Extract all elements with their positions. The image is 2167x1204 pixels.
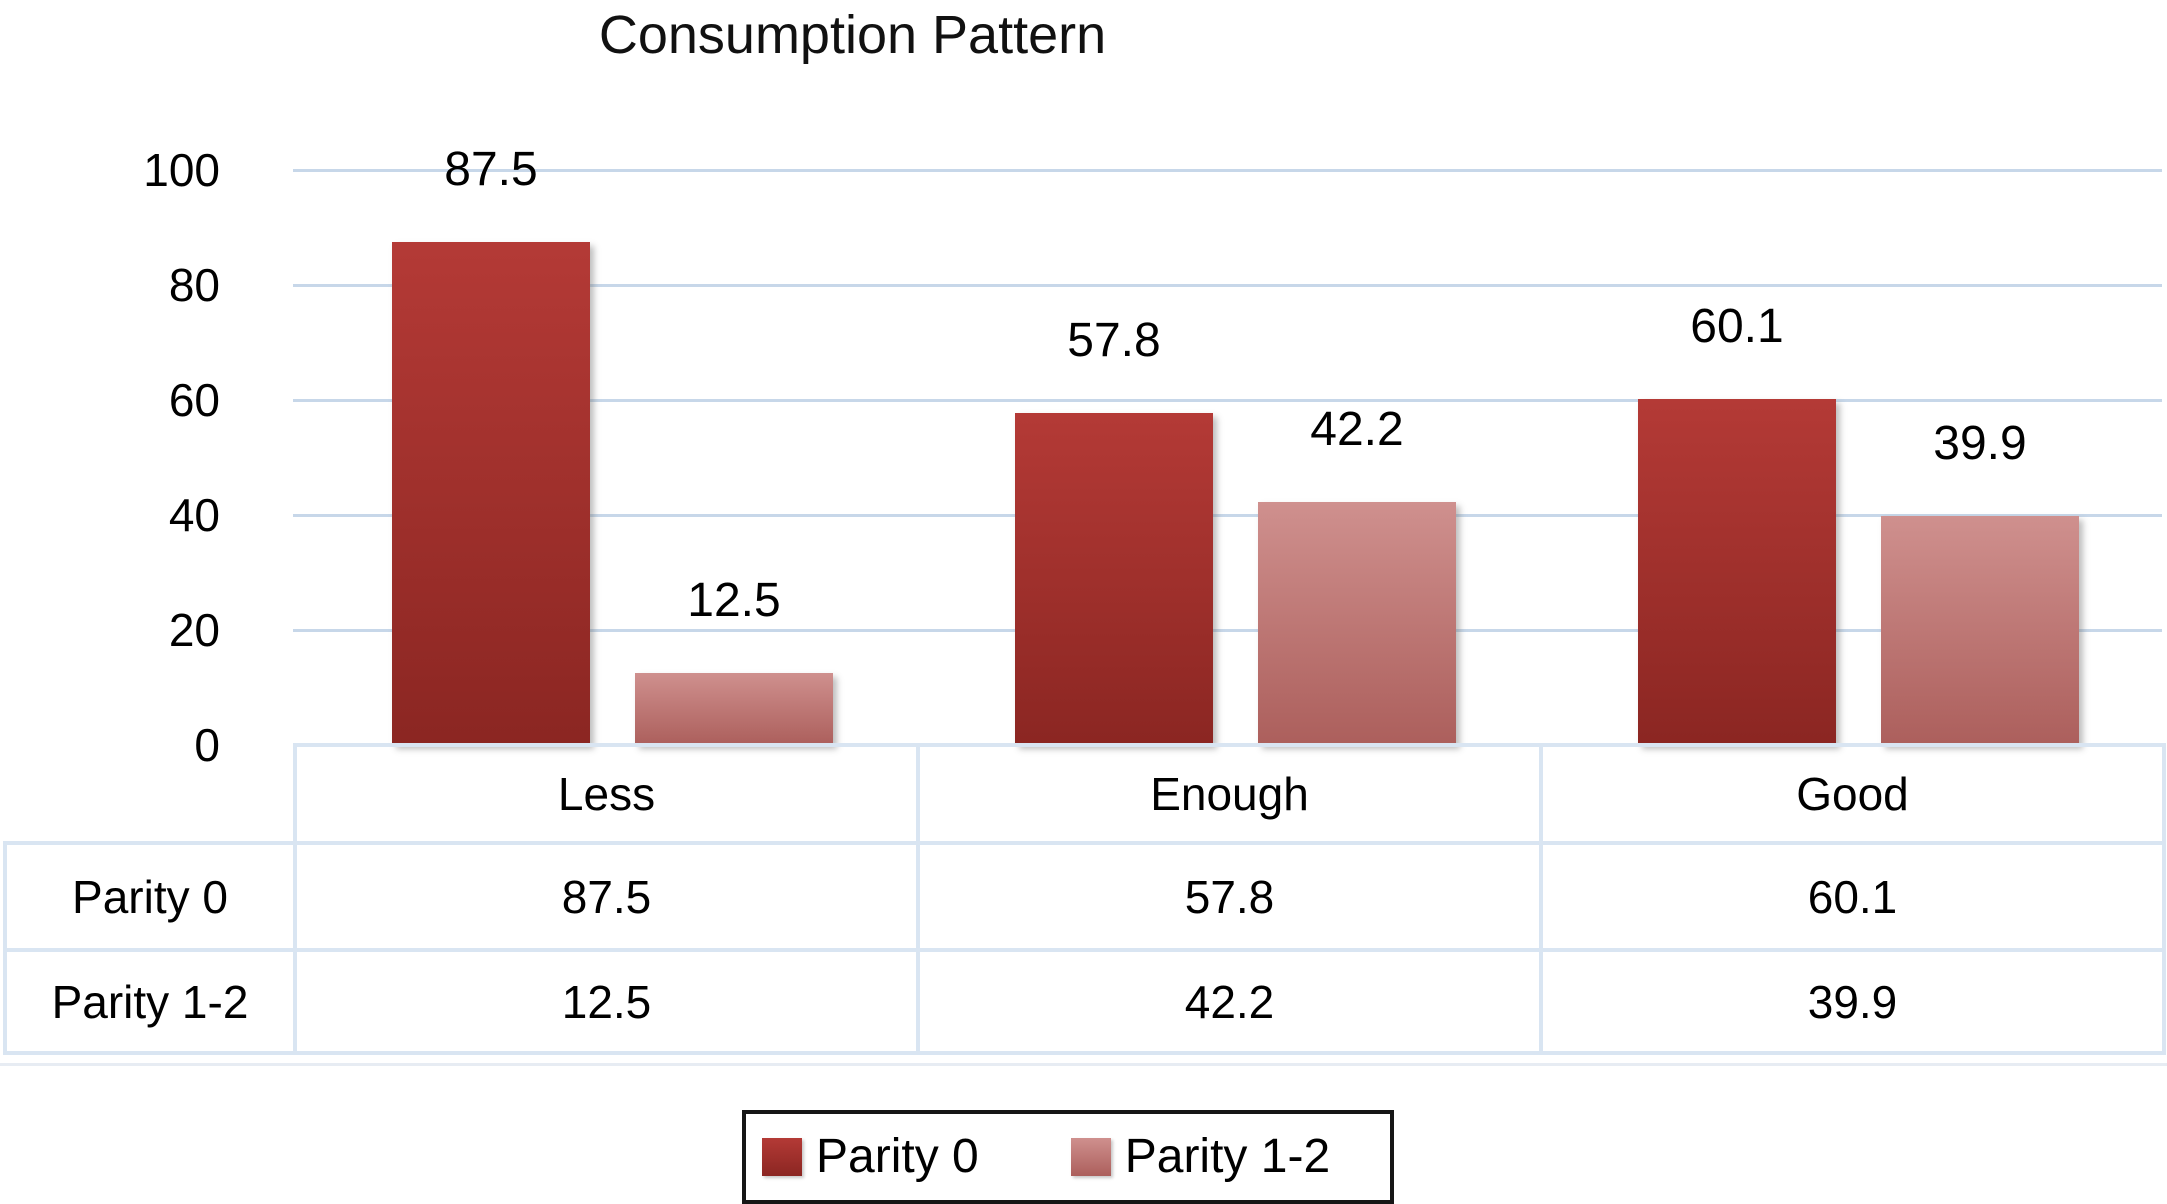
y-tick-label-20: 20 xyxy=(168,604,220,656)
bar-parity-1-2-good xyxy=(1881,516,2079,745)
legend-swatch-parity-0 xyxy=(762,1138,802,1176)
table-shadow-line xyxy=(0,1063,2167,1066)
y-tick-label-80: 80 xyxy=(168,259,220,311)
y-tick-label-40: 40 xyxy=(168,489,220,541)
table-value-parity-1-2-good: 39.9 xyxy=(1539,948,2166,1055)
bar-value-label-parity-1-2-less: 12.5 xyxy=(687,574,781,627)
bar-value-label-parity-0-less: 87.5 xyxy=(444,143,538,196)
table-category-header-enough: Enough xyxy=(916,743,1543,845)
gridline-60 xyxy=(293,399,2162,402)
legend-swatch-parity-1-2 xyxy=(1070,1138,1111,1176)
table-value-parity-1-2-less: 12.5 xyxy=(293,948,920,1055)
y-tick-label-100: 100 xyxy=(143,144,220,196)
table-value-parity-1-2-enough: 42.2 xyxy=(916,948,1543,1055)
y-tick-label-0: 0 xyxy=(194,719,220,771)
table-category-header-less: Less xyxy=(293,743,920,845)
legend-item-parity-1-2: Parity 1-2 xyxy=(1070,1130,1331,1183)
bar-parity-0-less xyxy=(392,242,590,745)
table-value-parity-0-enough: 57.8 xyxy=(916,841,1543,952)
gridline-100 xyxy=(293,169,2162,172)
bar-value-label-parity-1-2-good: 39.9 xyxy=(1933,417,2027,470)
table-row-header-parity-0: Parity 0 xyxy=(3,841,297,952)
table-value-parity-0-good: 60.1 xyxy=(1539,841,2166,952)
bar-value-label-parity-0-good: 60.1 xyxy=(1690,300,1784,353)
gridline-80 xyxy=(293,284,2162,287)
legend-item-parity-0: Parity 0 xyxy=(762,1133,979,1181)
data-table-wrap: Less Enough Good Parity 0 87.5 57.8 60.1 Parity… xyxy=(3,743,2166,1055)
chart-title: Consumption Pattern xyxy=(598,5,1107,65)
data-table: Less Enough Good Parity 0 87.5 57.8 60.1 Parity… xyxy=(3,743,2166,1055)
table-row-header-parity-1-2: Parity 1-2 xyxy=(3,948,297,1055)
bar-parity-1-2-less xyxy=(635,673,833,745)
table-value-parity-0-less: 87.5 xyxy=(293,841,920,952)
bar-parity-0-good xyxy=(1638,399,1836,745)
gridline-20 xyxy=(293,629,2162,632)
bar-value-label-parity-1-2-enough: 42.2 xyxy=(1310,403,1404,456)
bar-parity-1-2-enough xyxy=(1258,502,1456,745)
legend-label-parity-1-2: Parity 1-2 xyxy=(1124,1130,1331,1183)
gridline-40 xyxy=(293,514,2162,517)
table-category-header-good: Good xyxy=(1539,743,2166,845)
table-blank-cell xyxy=(5,745,295,843)
bar-parity-0-enough xyxy=(1015,413,1213,745)
bar-value-label-parity-0-enough: 57.8 xyxy=(1067,314,1161,367)
legend-label-parity-0: Parity 0 xyxy=(816,1130,979,1183)
legend: Parity 0 Parity 1-2 xyxy=(742,1110,1394,1204)
y-tick-label-60: 60 xyxy=(168,374,220,426)
